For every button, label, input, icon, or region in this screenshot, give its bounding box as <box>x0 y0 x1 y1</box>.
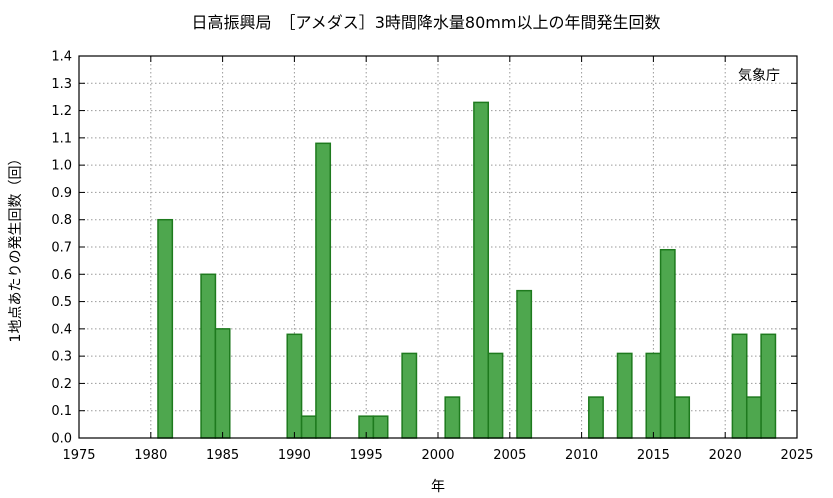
y-tick-label: 0.9 <box>51 186 72 201</box>
x-tick-label: 1975 <box>62 448 95 463</box>
bar-1998 <box>401 352 418 439</box>
y-tick-label: 0.2 <box>51 377 72 392</box>
bar-2011 <box>588 396 604 439</box>
bar-1990 <box>286 333 303 439</box>
y-tick-label: 1.4 <box>51 50 72 65</box>
bar-2023 <box>760 333 777 439</box>
credit-label: 気象庁 <box>738 68 780 84</box>
y-tick-label: 1.2 <box>51 104 72 119</box>
grid-lines <box>79 56 797 438</box>
y-tick-label: 1.0 <box>51 159 72 174</box>
y-tick-label: 0.5 <box>51 295 72 310</box>
x-tick-label: 2025 <box>780 448 813 463</box>
x-axis: 1975 1980 1985 1990 1995 2000 2005 2010 2015 2020… <box>62 56 814 463</box>
bar-2016 <box>659 248 676 439</box>
bar-1991 <box>300 415 317 439</box>
y-tick-label: 0.0 <box>51 432 72 447</box>
y-tick-label: 0.3 <box>51 350 72 365</box>
y-tick-label: 1.3 <box>51 77 72 92</box>
x-tick-label: 1985 <box>206 448 239 463</box>
y-tick-label: 0.4 <box>51 322 72 337</box>
y-tick-label: 0.6 <box>51 268 72 283</box>
bar-2003 <box>473 101 490 439</box>
y-axis-label: 1地点あたりの発生回数（回） <box>8 152 24 343</box>
bar-1981 <box>157 218 174 439</box>
x-tick-label: 2000 <box>421 448 454 463</box>
bar-2021 <box>731 333 748 439</box>
x-axis-label: 年 <box>431 479 445 495</box>
y-tick-label: 0.7 <box>51 241 72 256</box>
bar-1992 <box>315 142 332 439</box>
bar-2006 <box>516 289 533 439</box>
chart-title: 日高振興局 ［アメダス］3時間降水量80mm以上の年間発生回数 <box>192 13 661 32</box>
y-tick-label: 0.8 <box>51 213 72 228</box>
x-tick-label: 2005 <box>493 448 526 463</box>
x-tick-label: 1980 <box>134 448 167 463</box>
x-tick-label: 2015 <box>637 448 670 463</box>
bar-2022 <box>745 396 762 439</box>
bar-1985 <box>214 328 231 439</box>
bar-1996 <box>372 415 389 439</box>
bar-2017 <box>674 396 691 439</box>
bar-1984 <box>200 273 217 439</box>
bar-2001 <box>444 396 461 439</box>
x-tick-label: 2010 <box>565 448 598 463</box>
y-tick-label: 0.1 <box>51 404 72 419</box>
bar-2004 <box>487 352 504 439</box>
x-tick-label: 1995 <box>350 448 383 463</box>
bars <box>157 101 777 439</box>
bar-2013 <box>616 352 633 439</box>
x-tick-label: 2020 <box>709 448 742 463</box>
y-tick-label: 1.1 <box>51 131 72 146</box>
x-tick-label: 1990 <box>278 448 311 463</box>
bar-2015 <box>645 352 662 439</box>
y-axis: 0.0 0.1 0.2 0.3 0.4 0.5 0.6 0.7 0.8 0.9 1.0 1.1 1.2 1… <box>51 50 797 447</box>
